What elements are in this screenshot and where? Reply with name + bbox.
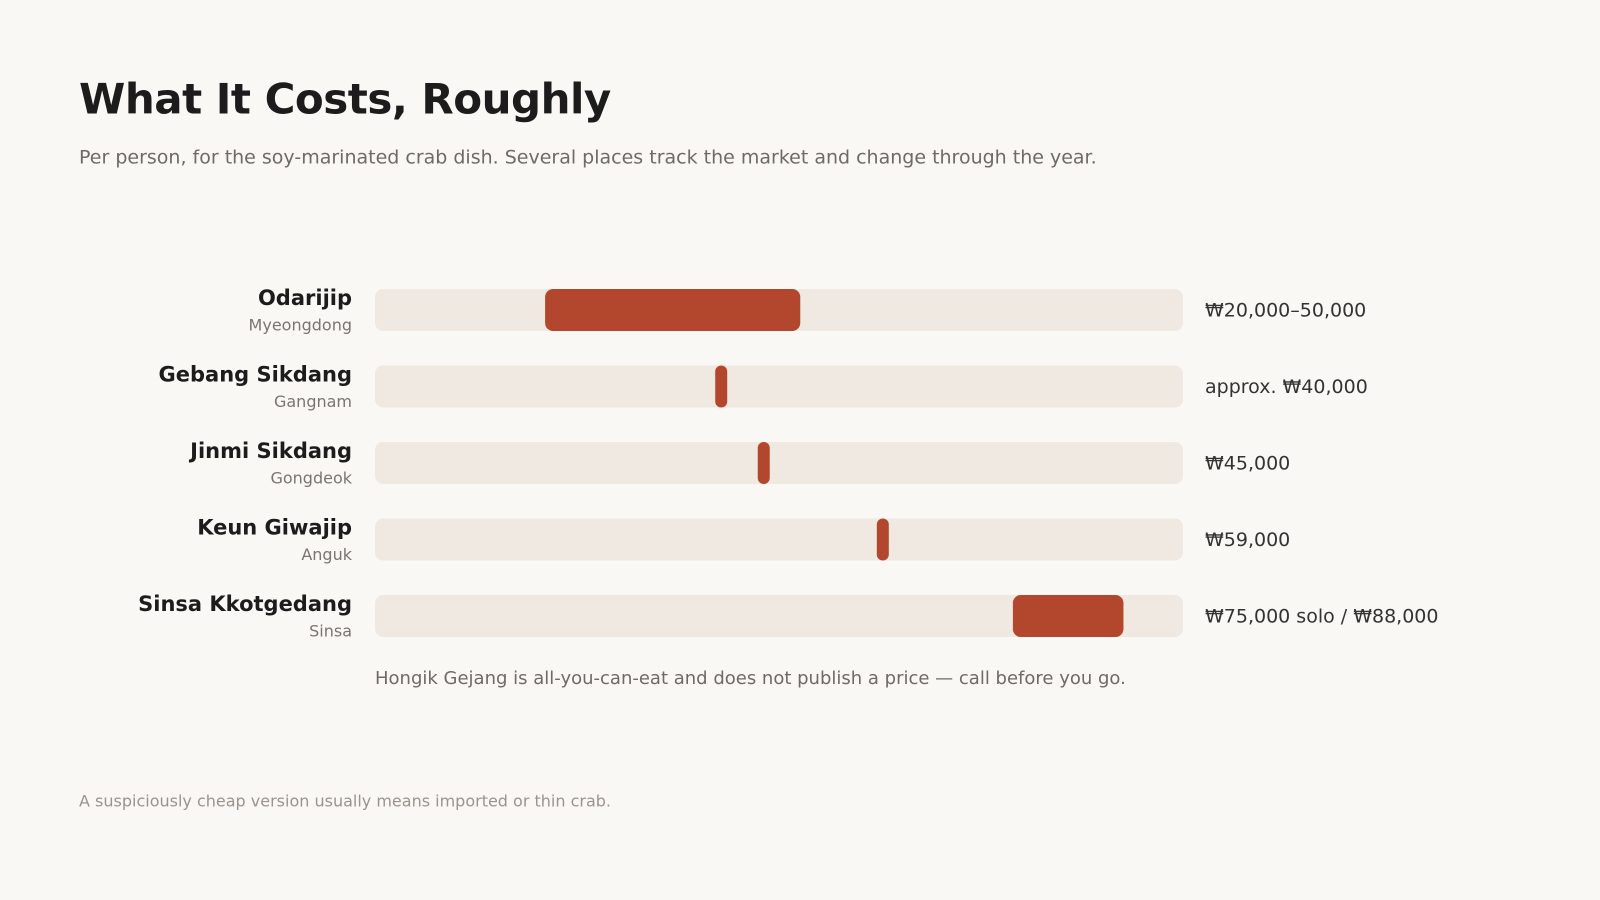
note: Hongik Gejang is all-you-can-eat and doe… (375, 668, 1126, 689)
track (375, 595, 1183, 637)
row-location: Gangnam (274, 392, 352, 411)
row-location: Myeongdong (249, 316, 352, 335)
row-location: Sinsa (309, 622, 352, 641)
row-name: Jinmi Sikdang (188, 439, 352, 463)
row-name: Gebang Sikdang (159, 363, 352, 387)
price-marker (757, 442, 770, 484)
row-location: Anguk (301, 545, 352, 564)
row-name: Sinsa Kkotgedang (138, 592, 352, 616)
value-label: ₩75,000 solo / ₩88,000 (1205, 606, 1438, 628)
track (375, 518, 1183, 561)
value-label: approx. ₩40,000 (1205, 376, 1368, 398)
row-name: Keun Giwajip (197, 516, 352, 540)
track (375, 365, 1183, 408)
value-label: ₩59,000 (1205, 529, 1290, 551)
value-label: ₩45,000 (1205, 453, 1290, 475)
track (375, 442, 1183, 484)
value-label: ₩20,000–50,000 (1205, 300, 1366, 322)
footnote: A suspiciously cheap version usually mea… (79, 792, 611, 811)
price-marker (876, 518, 889, 561)
chart-title: What It Costs, Roughly (79, 75, 611, 124)
range-bar (545, 289, 801, 331)
row-name: Odarijip (258, 286, 352, 310)
price-marker (715, 365, 728, 408)
chart-subtitle: Per person, for the soy-marinated crab d… (79, 147, 1097, 169)
row-location: Gongdeok (270, 469, 352, 488)
range-bar (1012, 595, 1124, 637)
